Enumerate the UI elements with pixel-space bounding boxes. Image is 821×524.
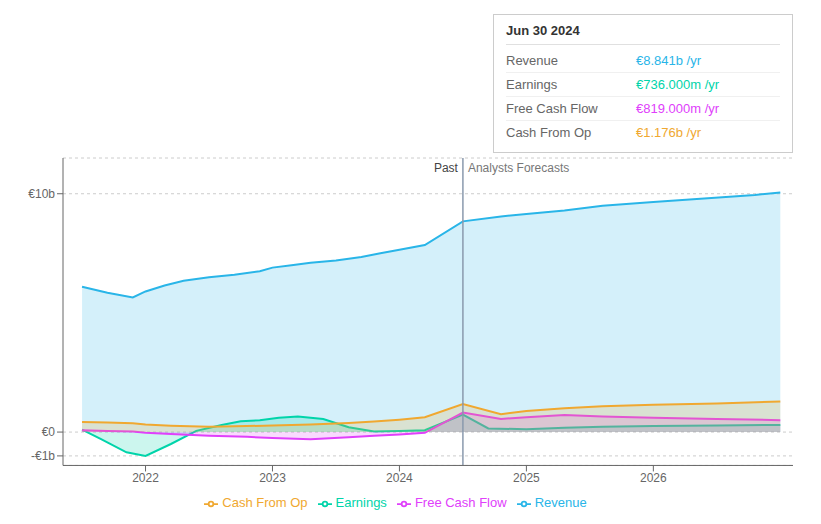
html-text:Revenue: Revenue xyxy=(534,495,587,511)
svg-text:2022: 2022 xyxy=(132,471,159,485)
svg-text:2025: 2025 xyxy=(513,471,540,485)
svg-text:2026: 2026 xyxy=(640,471,667,485)
html-text:€8.841b /yr: €8.841b /yr xyxy=(636,53,701,68)
svg-text:Analysts Forecasts: Analysts Forecasts xyxy=(468,161,569,175)
svg-text:Past: Past xyxy=(434,161,459,175)
svg-text:-€1b: -€1b xyxy=(31,449,55,463)
html-text:Cash From Op: Cash From Op xyxy=(222,495,308,511)
html-text:Earnings: Earnings xyxy=(506,77,558,92)
html-text:Free Cash Flow: Free Cash Flow xyxy=(414,495,507,511)
html-text:€736.000m /yr: €736.000m /yr xyxy=(636,77,720,92)
svg-text:€0: €0 xyxy=(42,425,56,439)
html-text:Earnings: Earnings xyxy=(335,495,387,511)
html-text:€819.000m /yr: €819.000m /yr xyxy=(636,101,720,116)
html-text:Jun 30 2024: Jun 30 2024 xyxy=(506,23,580,38)
svg-text:€10b: €10b xyxy=(28,187,55,201)
html-text:Free Cash Flow: Free Cash Flow xyxy=(506,101,598,116)
svg-text:2023: 2023 xyxy=(259,471,286,485)
svg-text:2024: 2024 xyxy=(386,471,413,485)
html-text:€1.176b /yr: €1.176b /yr xyxy=(636,125,701,140)
html-text:Revenue: Revenue xyxy=(506,53,558,68)
html-text:Cash From Op: Cash From Op xyxy=(506,125,592,140)
